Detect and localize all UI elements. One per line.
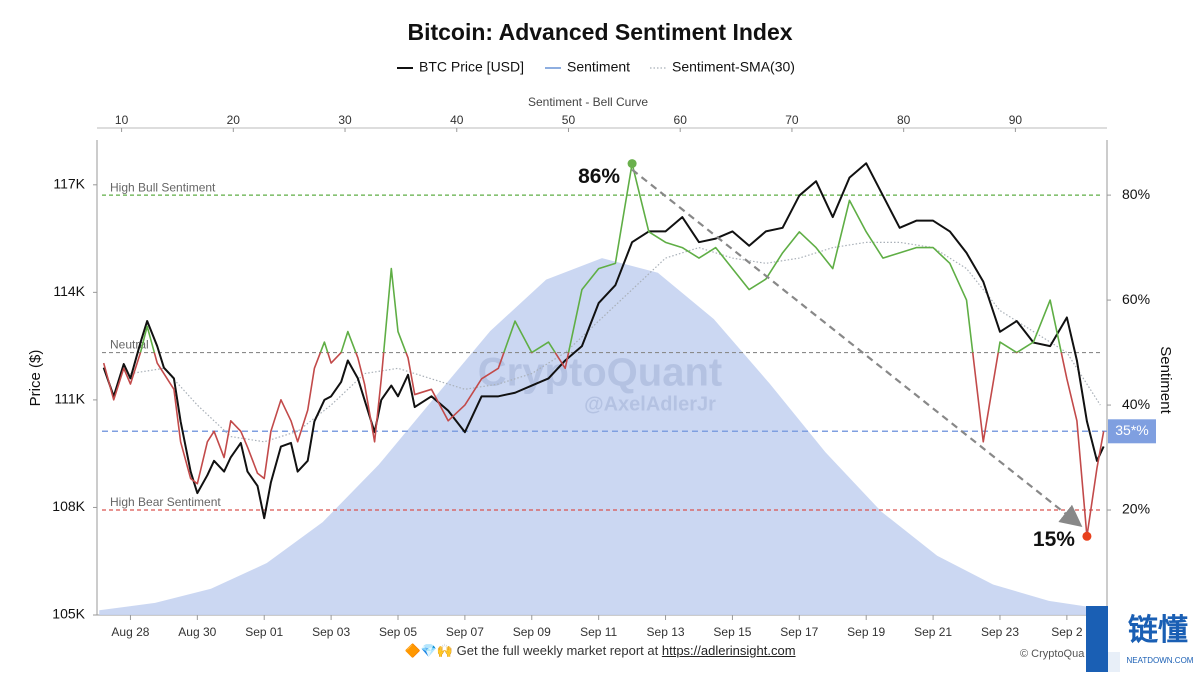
y2-axis-title: Sentiment [1157,346,1174,414]
footer-credit: © CryptoQua [1020,648,1085,660]
x2-tick-label: 80 [897,113,911,127]
reference-label: High Bear Sentiment [110,495,221,509]
watermark: CryptoQuant [478,351,722,395]
y2-tick-label: 60% [1122,291,1150,307]
x-tick-label: Aug 30 [178,625,216,639]
x2-tick-label: 50 [562,113,576,127]
reference-label: High Bull Sentiment [110,180,216,194]
footer-text: Get the full weekly market report at [456,643,659,658]
annotation-label: 86% [578,165,620,188]
watermark: @AxelAdlerJr [584,393,716,415]
x-tick-label: Sep 17 [780,625,818,639]
current-label: 35*% [1115,422,1148,438]
x-tick-label: Sep 2 [1051,625,1083,639]
x2-axis-title: Sentiment - Bell Curve [528,95,648,109]
x-tick-label: Sep 07 [446,625,484,639]
x2-tick-label: 70 [785,113,799,127]
x-tick-label: Sep 01 [245,625,283,639]
x2-tick-label: 10 [115,113,129,127]
x2-tick-label: 20 [227,113,241,127]
legend-label: Sentiment [567,59,630,75]
logo-en: NEATDOWN.COM [1127,656,1194,665]
logo: 链懂 NEATDOWN.COM [1086,606,1200,675]
x-tick-label: Sep 23 [981,625,1019,639]
bell-curve-area [99,258,1105,615]
annotation-dot [627,159,637,169]
footer-link[interactable]: https://adlerinsight.com [661,643,796,658]
x-tick-label: Sep 21 [914,625,952,639]
x2-tick-label: 90 [1009,113,1023,127]
x-tick-label: Sep 13 [647,625,685,639]
y-tick-label: 117K [53,176,85,192]
x2-tick-label: 30 [338,113,352,127]
logo-bg [1108,606,1200,675]
y-tick-label: 108K [52,498,85,514]
chart-title: Bitcoin: Advanced Sentiment Index [407,19,792,45]
y-axis-title: Price ($) [27,350,44,407]
y-tick-label: 111K [54,391,85,407]
x-tick-label: Sep 03 [312,625,350,639]
x2-tick-label: 40 [450,113,464,127]
annotation-dot [1082,531,1092,541]
series-line [102,162,1105,520]
legend-label: Sentiment-SMA(30) [672,59,795,75]
x-tick-label: Sep 11 [580,625,617,639]
y2-tick-label: 40% [1122,396,1150,412]
x-tick-label: Aug 28 [111,625,149,639]
current-label-box [1108,419,1156,444]
y-tick-label: 114K [53,283,85,299]
footer-icons: 🔶💎🙌 [404,643,454,658]
x-tick-label: Sep 05 [379,625,417,639]
x-tick-label: Sep 19 [847,625,885,639]
y2-tick-label: 20% [1122,501,1150,517]
x2-tick-label: 60 [674,113,688,127]
x-tick-label: Sep 09 [513,625,551,639]
series-line [102,162,1105,538]
series-line [130,241,1101,443]
logo-cn: 链懂 [1128,613,1188,647]
y-tick-label: 105K [52,606,85,622]
annotation-label: 15% [1033,528,1075,551]
legend-label: BTC Price [USD] [419,59,524,75]
x-tick-label: Sep 15 [713,625,751,639]
y2-tick-label: 80% [1122,186,1150,202]
footer: 🔶💎🙌 Get the full weekly market report at… [0,643,1200,659]
